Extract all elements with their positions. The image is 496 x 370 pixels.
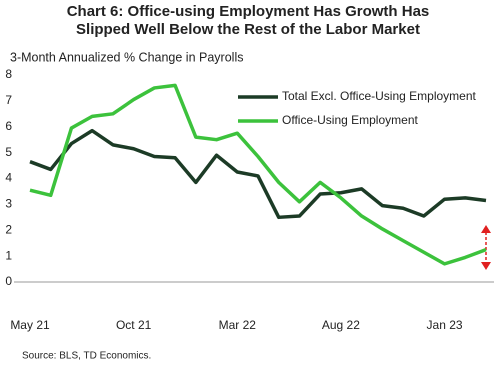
legend-label: Total Excl. Office-Using Employment bbox=[282, 89, 477, 103]
chart-subtitle: Slipped Well Below the Rest of the Labor… bbox=[76, 21, 420, 38]
chart-title: Chart 6: Office-using Employment Has Gro… bbox=[67, 3, 430, 20]
series-line bbox=[29, 83, 487, 266]
y-tick-label: 6 bbox=[5, 119, 12, 133]
arrow-head bbox=[481, 225, 491, 233]
y-tick-label: 8 bbox=[5, 67, 12, 81]
source: Source: BLS, TD Economics. bbox=[22, 351, 151, 362]
y-tick-label: 3 bbox=[5, 197, 12, 211]
series-line bbox=[29, 128, 487, 220]
y-tick-label: 5 bbox=[5, 145, 12, 159]
arrow-head bbox=[481, 262, 491, 270]
x-tick-label: May 21 bbox=[10, 318, 50, 332]
y-axis-label: 3-Month Annualized % Change in Payrolls bbox=[10, 50, 243, 64]
legend-label: Office-Using Employment bbox=[282, 113, 418, 127]
y-tick-label: 7 bbox=[5, 93, 12, 107]
x-tick-label: Mar 22 bbox=[219, 318, 257, 332]
y-tick-label: 1 bbox=[5, 248, 12, 262]
y-tick-label: 4 bbox=[5, 171, 12, 185]
y-tick-label: 0 bbox=[5, 274, 12, 288]
y-tick-label: 2 bbox=[5, 222, 12, 236]
x-tick-label: Aug 22 bbox=[322, 318, 360, 332]
x-tick-label: Oct 21 bbox=[116, 318, 152, 332]
gap-arrow bbox=[481, 225, 491, 270]
x-tick-label: Jan 23 bbox=[427, 318, 463, 332]
